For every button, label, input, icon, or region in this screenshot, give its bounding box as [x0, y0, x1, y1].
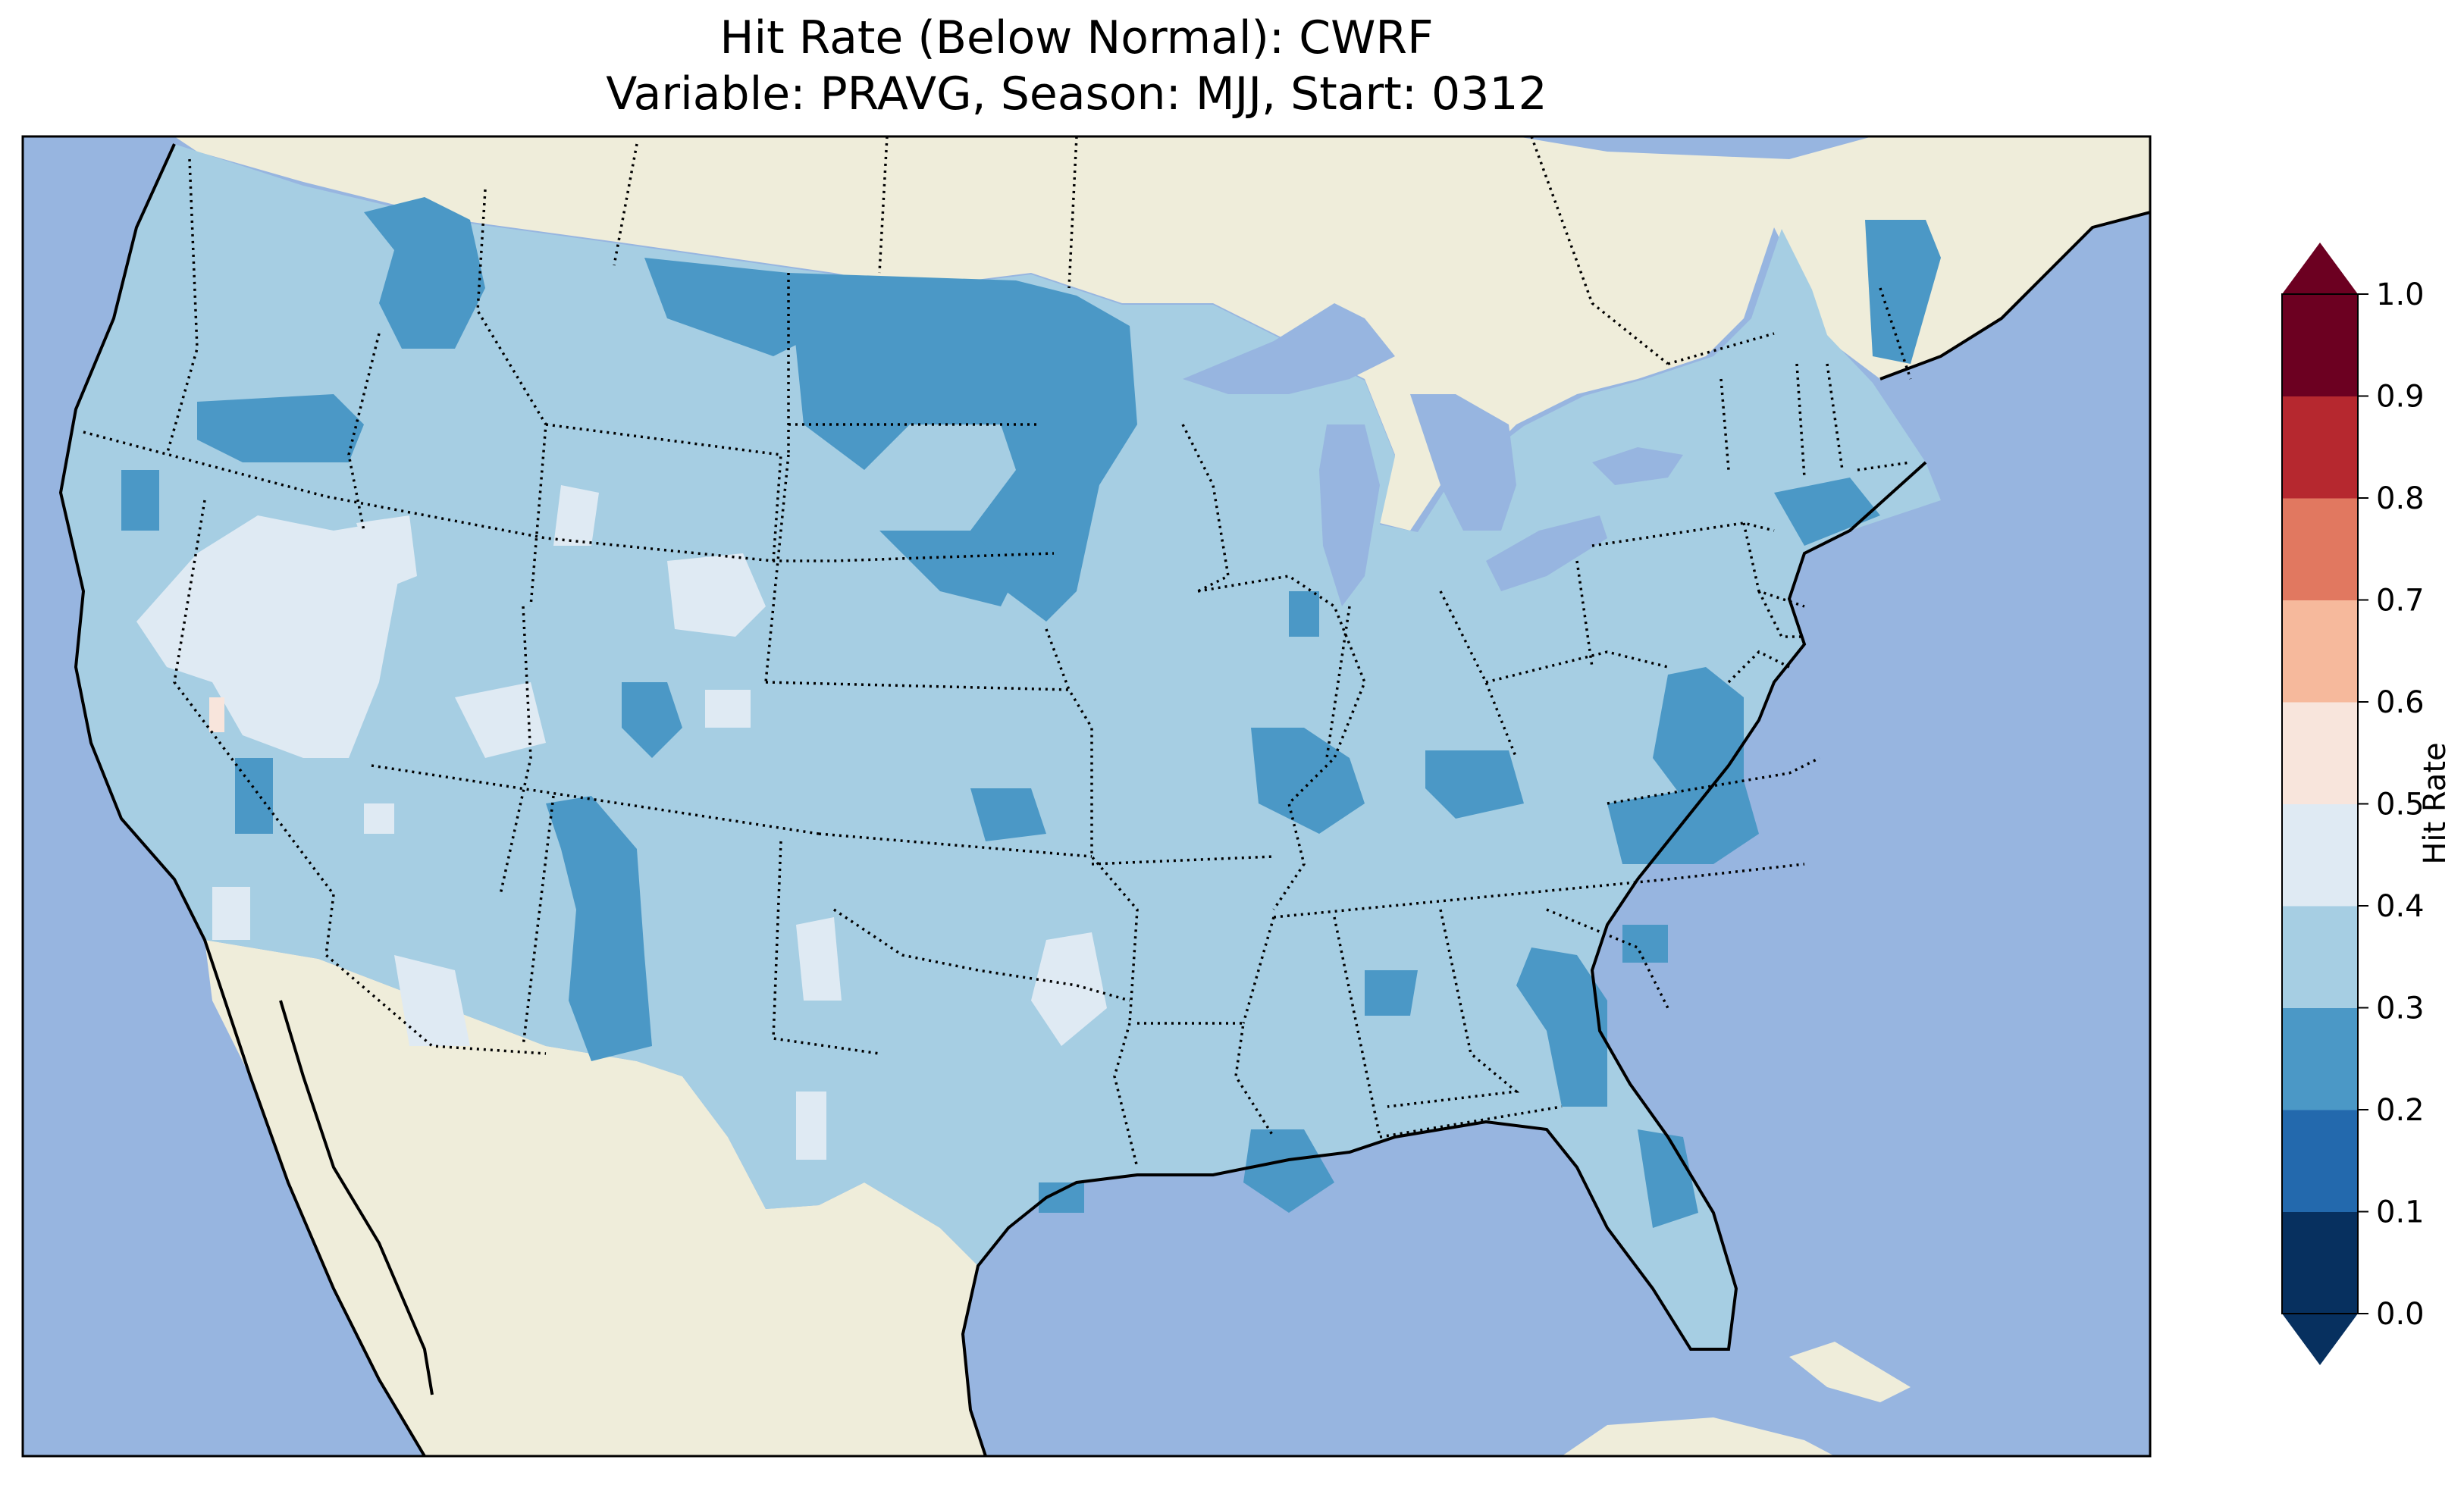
colorbar-bin — [2282, 702, 2358, 804]
colorbar-extend-max — [2282, 243, 2358, 294]
colorbar-tick-label: 0.2 — [2376, 1093, 2425, 1128]
colorbar-bin — [2282, 1110, 2358, 1212]
colorbar-bin — [2282, 1211, 2358, 1314]
map-frame — [21, 135, 2152, 1458]
state-borders — [83, 136, 1912, 1168]
colorbar-tick-label: 0.6 — [2376, 685, 2425, 720]
hit-rate-0.4-0.5-regions — [136, 485, 1107, 1160]
chart-title: Hit Rate (Below Normal): CWRF — [719, 11, 1434, 64]
colorbar-bin — [2282, 498, 2358, 600]
colorbar-label: Hit Rate — [2418, 742, 2453, 864]
colorbar-extend-min — [2282, 1314, 2358, 1365]
colorbar-tick-label: 0.7 — [2376, 584, 2425, 619]
land-mexico — [205, 940, 986, 1456]
colorbar-bin — [2282, 294, 2358, 396]
chart-subtitle: Variable: PRAVG, Season: MJJ, Start: 031… — [606, 67, 1547, 121]
land-cuba — [1789, 1342, 1911, 1402]
colorbar-tick-label: 0.0 — [2376, 1297, 2425, 1332]
hit-rate-0.5-0.6-region — [209, 697, 224, 732]
colorbar-tick-label: 0.4 — [2376, 889, 2425, 924]
colorbar-bin — [2282, 396, 2358, 499]
colorbar-tick-label: 1.0 — [2376, 277, 2425, 312]
hit-rate-0.2-0.3-regions — [121, 197, 1941, 1228]
colorbar-bin — [2282, 906, 2358, 1008]
colorbar: 0.0 0.1 0.2 0.3 0.4 0.5 0.6 0.7 0.8 0.9 1.0 Hit Ra… — [2281, 243, 2453, 1365]
land-canada — [174, 136, 2150, 531]
land-yucatan — [1562, 1417, 1835, 1456]
colorbar-tick-label: 0.3 — [2376, 991, 2425, 1026]
land-usa — [61, 144, 1941, 1349]
coastlines — [58, 143, 2150, 1456]
colorbar-bin — [2282, 803, 2358, 907]
map-panel — [23, 136, 2150, 1456]
colorbar-bin — [2282, 600, 2358, 703]
colorbar-tick-label: 0.5 — [2376, 788, 2425, 822]
colorbar-bin — [2282, 1007, 2358, 1110]
colorbar-tick-label: 0.1 — [2376, 1195, 2425, 1230]
great-lakes — [1183, 303, 1683, 606]
colorbar-tick-label: 0.8 — [2376, 481, 2425, 516]
colorbar-tick-label: 0.9 — [2376, 380, 2425, 415]
